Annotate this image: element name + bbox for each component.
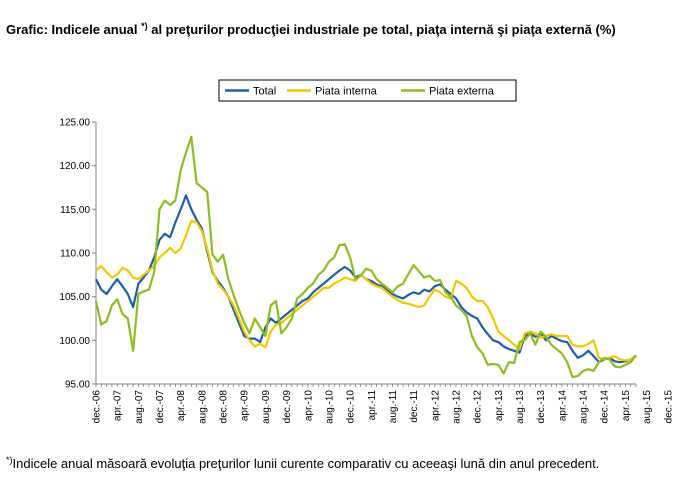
x-tick-label: apr.-10 xyxy=(303,390,314,422)
x-tick-label: aug.-11 xyxy=(388,390,399,424)
x-tick-label: apr.-11 xyxy=(367,390,378,421)
x-tick-label: aug.-09 xyxy=(261,390,272,424)
x-tick-label: dec.-11 xyxy=(409,390,420,423)
x-tick-label: dec.-12 xyxy=(473,390,484,424)
x-tick-label: aug.-12 xyxy=(452,390,463,424)
x-tick-label: aug.-13 xyxy=(515,390,526,424)
x-tick-label: apr.-09 xyxy=(240,390,251,422)
y-tick-label: 100.00 xyxy=(59,336,90,347)
y-tick-label: 120.00 xyxy=(59,161,90,172)
x-tick-label: dec.-13 xyxy=(536,390,547,424)
x-tick-label: aug.-08 xyxy=(197,390,208,424)
x-tick-label: dec.-09 xyxy=(282,390,293,424)
x-tick-label: dec.-07 xyxy=(155,390,166,424)
x-tick-label: dec.-06 xyxy=(92,390,103,424)
x-tick-label: dec.-15 xyxy=(663,390,674,424)
chart-title-footnote-mark: *) xyxy=(141,21,148,31)
x-tick-label: apr.-12 xyxy=(430,390,441,422)
x-tick-label: apr.-08 xyxy=(176,390,187,422)
x-tick-label: dec.-08 xyxy=(219,390,230,424)
x-tick-label: dec.-14 xyxy=(600,390,611,424)
x-tick-label: aug.-10 xyxy=(324,390,335,424)
x-tick-label: dec.-10 xyxy=(346,390,357,424)
x-tick-label: apr.-07 xyxy=(113,390,124,422)
series-line-piata-externa xyxy=(94,135,637,379)
legend-box xyxy=(218,79,517,102)
chart-title-rest: al preţurilor producţiei industriale pe … xyxy=(147,22,616,37)
y-tick-label: 95.00 xyxy=(65,380,90,391)
x-tick-label: aug.-14 xyxy=(579,390,590,424)
y-tick-label: 115.00 xyxy=(60,205,90,216)
legend-label-total: Total xyxy=(253,86,276,98)
x-tick-label: apr.-13 xyxy=(494,390,505,422)
chart-title: Grafic: Indicele anual *) al preţurilor … xyxy=(6,21,696,38)
x-tick-label: apr.-15 xyxy=(621,390,632,422)
y-tick-label: 125.00 xyxy=(59,118,90,129)
chart-title-prefix: Grafic: Indicele anual xyxy=(6,22,142,37)
footnote-text: Indicele anual măsoară evoluţia preţuril… xyxy=(12,456,600,471)
legend-label-piata-externa: Piata externa xyxy=(429,86,495,98)
x-tick-label: apr.-14 xyxy=(557,390,568,422)
footnote: *)Indicele anual măsoară evoluţia preţur… xyxy=(6,455,696,472)
series-line-piata-interna xyxy=(95,219,637,362)
y-tick-label: 110.00 xyxy=(60,249,90,260)
x-tick-label: aug.-07 xyxy=(134,390,145,424)
footnote-mark: *) xyxy=(6,455,13,465)
x-tick-label: aug.-15 xyxy=(642,390,653,424)
legend-label-piata-interna: Piata interna xyxy=(315,86,378,98)
y-tick-label: 105.00 xyxy=(59,292,90,303)
